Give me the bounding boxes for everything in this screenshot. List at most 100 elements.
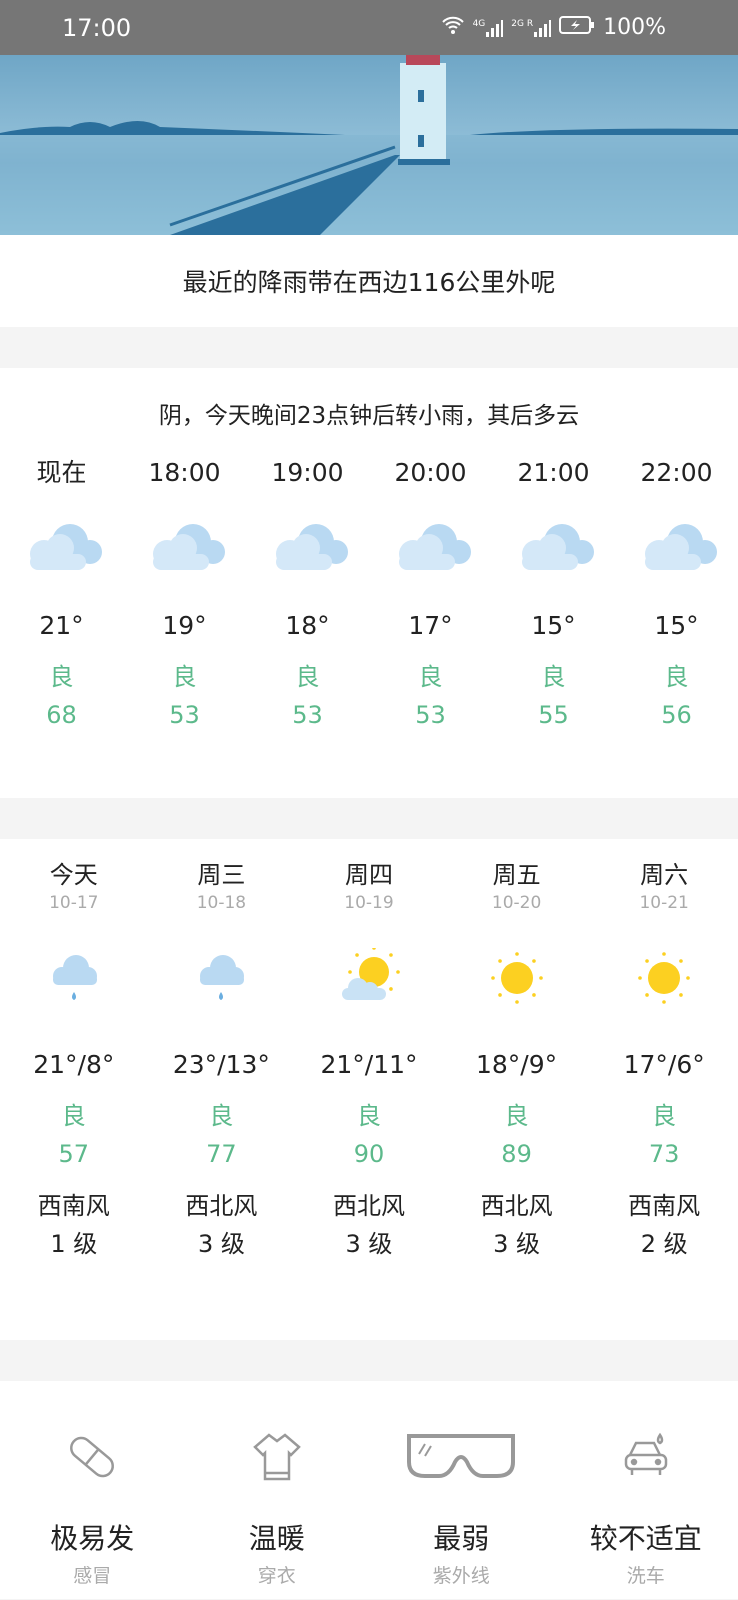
- daily-item[interactable]: 周五 10-20 18°/9° 良 89 西北风 3 级: [443, 857, 591, 1263]
- aqi-label: 良: [664, 663, 689, 691]
- temp-range: 17°/6°: [623, 1050, 705, 1079]
- wind-level: 2 级: [640, 1230, 688, 1258]
- hour-temp: 18°: [285, 611, 330, 640]
- life-index-item[interactable]: 极易发 感冒: [0, 1417, 185, 1599]
- wind-direction: 西南风: [628, 1192, 701, 1220]
- daily-forecast: 今天 10-17 21°/8° 良 57 西南风 1 级 周三 10-18 23…: [0, 839, 738, 1340]
- aqi-value: 77: [206, 1140, 237, 1168]
- light-rain-icon: [191, 923, 251, 1033]
- life-index-item[interactable]: 最弱 紫外线: [369, 1417, 554, 1599]
- battery-percent: 100%: [603, 15, 666, 40]
- aqi-value: 53: [292, 701, 323, 729]
- index-label: 紫外线: [432, 1565, 490, 1587]
- hour-temp: 21°: [39, 611, 84, 640]
- clock: 17:00: [62, 13, 132, 42]
- weather-banner-image: [0, 55, 738, 235]
- signal-icon-2: 2G R: [511, 19, 552, 37]
- partly-cloudy-icon: [336, 923, 402, 1033]
- aqi-label: 良: [209, 1102, 234, 1130]
- index-value: 温暖: [248, 1522, 305, 1555]
- cloudy-icon: [512, 498, 596, 594]
- day-date: 10-19: [344, 893, 394, 913]
- aqi-value: 55: [538, 701, 569, 729]
- day-date: 10-17: [49, 893, 99, 913]
- index-label: 穿衣: [257, 1565, 296, 1587]
- cloudy-icon: [20, 498, 104, 594]
- index-label: 洗车: [626, 1565, 665, 1587]
- day-name: 周五: [492, 861, 541, 889]
- daily-item[interactable]: 周三 10-18 23°/13° 良 77 西北风 3 级: [148, 857, 296, 1263]
- hour-time: 22:00: [640, 458, 713, 487]
- aqi-value: 53: [169, 701, 200, 729]
- sunny-icon: [634, 923, 694, 1033]
- tshirt-icon: [247, 1417, 307, 1497]
- signal-icon: 4G: [473, 19, 504, 37]
- aqi-value: 53: [415, 701, 446, 729]
- aqi-label: 良: [172, 663, 197, 691]
- hourly-item: 18:00 19° 良 53: [123, 448, 246, 734]
- light-rain-icon: [44, 923, 104, 1033]
- aqi-label: 良: [295, 663, 320, 691]
- aqi-label: 良: [418, 663, 443, 691]
- index-label: 感冒: [73, 1565, 112, 1587]
- forecast-summary: 阴，今天晚间23点钟后转小雨，其后多云: [158, 403, 580, 429]
- wind-direction: 西北风: [480, 1192, 553, 1220]
- aqi-value: 56: [661, 701, 692, 729]
- day-name: 周四: [344, 861, 393, 889]
- daily-item[interactable]: 周四 10-19 21°/11° 良 90 西北风 3 级: [295, 857, 443, 1263]
- hourly-item: 19:00 18° 良 53: [246, 448, 369, 734]
- temp-range: 18°/9°: [476, 1050, 558, 1079]
- temp-range: 23°/13°: [172, 1050, 270, 1079]
- temp-range: 21°/8°: [33, 1050, 115, 1079]
- hour-temp: 15°: [531, 611, 576, 640]
- sunglasses-icon: [405, 1417, 517, 1497]
- wifi-icon: [441, 15, 465, 41]
- aqi-value: 89: [501, 1140, 532, 1168]
- hour-time: 19:00: [271, 458, 344, 487]
- rain-notice[interactable]: 最近的降雨带在西边116公里外呢: [0, 235, 738, 327]
- aqi-label: 良: [541, 663, 566, 691]
- cloudy-icon: [143, 498, 227, 594]
- hour-temp: 19°: [162, 611, 207, 640]
- hour-temp: 15°: [654, 611, 699, 640]
- hour-time: 21:00: [517, 458, 590, 487]
- life-index-item[interactable]: 温暖 穿衣: [185, 1417, 370, 1599]
- aqi-label: 良: [61, 1102, 86, 1130]
- hourly-item: 20:00 17° 良 53: [369, 448, 492, 734]
- day-date: 10-20: [491, 893, 542, 913]
- aqi-label: 良: [49, 663, 74, 691]
- daily-item[interactable]: 周六 10-21 17°/6° 良 73 西南风 2 级: [590, 857, 738, 1263]
- cloudy-icon: [266, 498, 350, 594]
- pill-icon: [62, 1417, 122, 1497]
- hourly-forecast: 阴，今天晚间23点钟后转小雨，其后多云 现在 21° 良 68 18:00 19…: [0, 368, 738, 798]
- aqi-value: 68: [46, 701, 77, 729]
- aqi-value: 57: [58, 1140, 90, 1168]
- aqi-value: 90: [353, 1140, 385, 1168]
- car-wash-icon: [616, 1417, 676, 1497]
- wind-level: 3 级: [197, 1230, 245, 1258]
- hourly-item: 22:00 15° 良 56: [615, 448, 738, 734]
- aqi-label: 良: [356, 1102, 381, 1130]
- wind-level: 3 级: [493, 1230, 541, 1258]
- day-date: 10-18: [196, 893, 247, 913]
- wind-direction: 西北风: [185, 1192, 258, 1220]
- index-value: 较不适宜: [589, 1522, 702, 1555]
- day-name: 周三: [197, 861, 246, 889]
- status-bar: 17:00 4G 2G R 100%: [0, 0, 738, 55]
- day-name: 周六: [640, 861, 689, 889]
- life-index: 极易发 感冒 温暖 穿衣 最弱 紫外线 较不适宜 洗车: [0, 1381, 738, 1599]
- life-index-item[interactable]: 较不适宜 洗车: [554, 1417, 738, 1599]
- day-date: 10-21: [639, 893, 689, 913]
- hour-time: 18:00: [148, 458, 221, 487]
- aqi-label: 良: [652, 1102, 677, 1130]
- hour-time: 现在: [36, 458, 87, 487]
- aqi-value: 73: [648, 1140, 680, 1168]
- wind-level: 3 级: [345, 1230, 393, 1258]
- sunny-icon: [487, 923, 547, 1033]
- hour-temp: 17°: [408, 611, 453, 640]
- battery-charging-icon: [559, 15, 595, 41]
- wind-direction: 西北风: [332, 1192, 405, 1220]
- daily-item[interactable]: 今天 10-17 21°/8° 良 57 西南风 1 级: [0, 857, 148, 1263]
- cloudy-icon: [389, 498, 473, 594]
- index-value: 最弱: [433, 1522, 490, 1555]
